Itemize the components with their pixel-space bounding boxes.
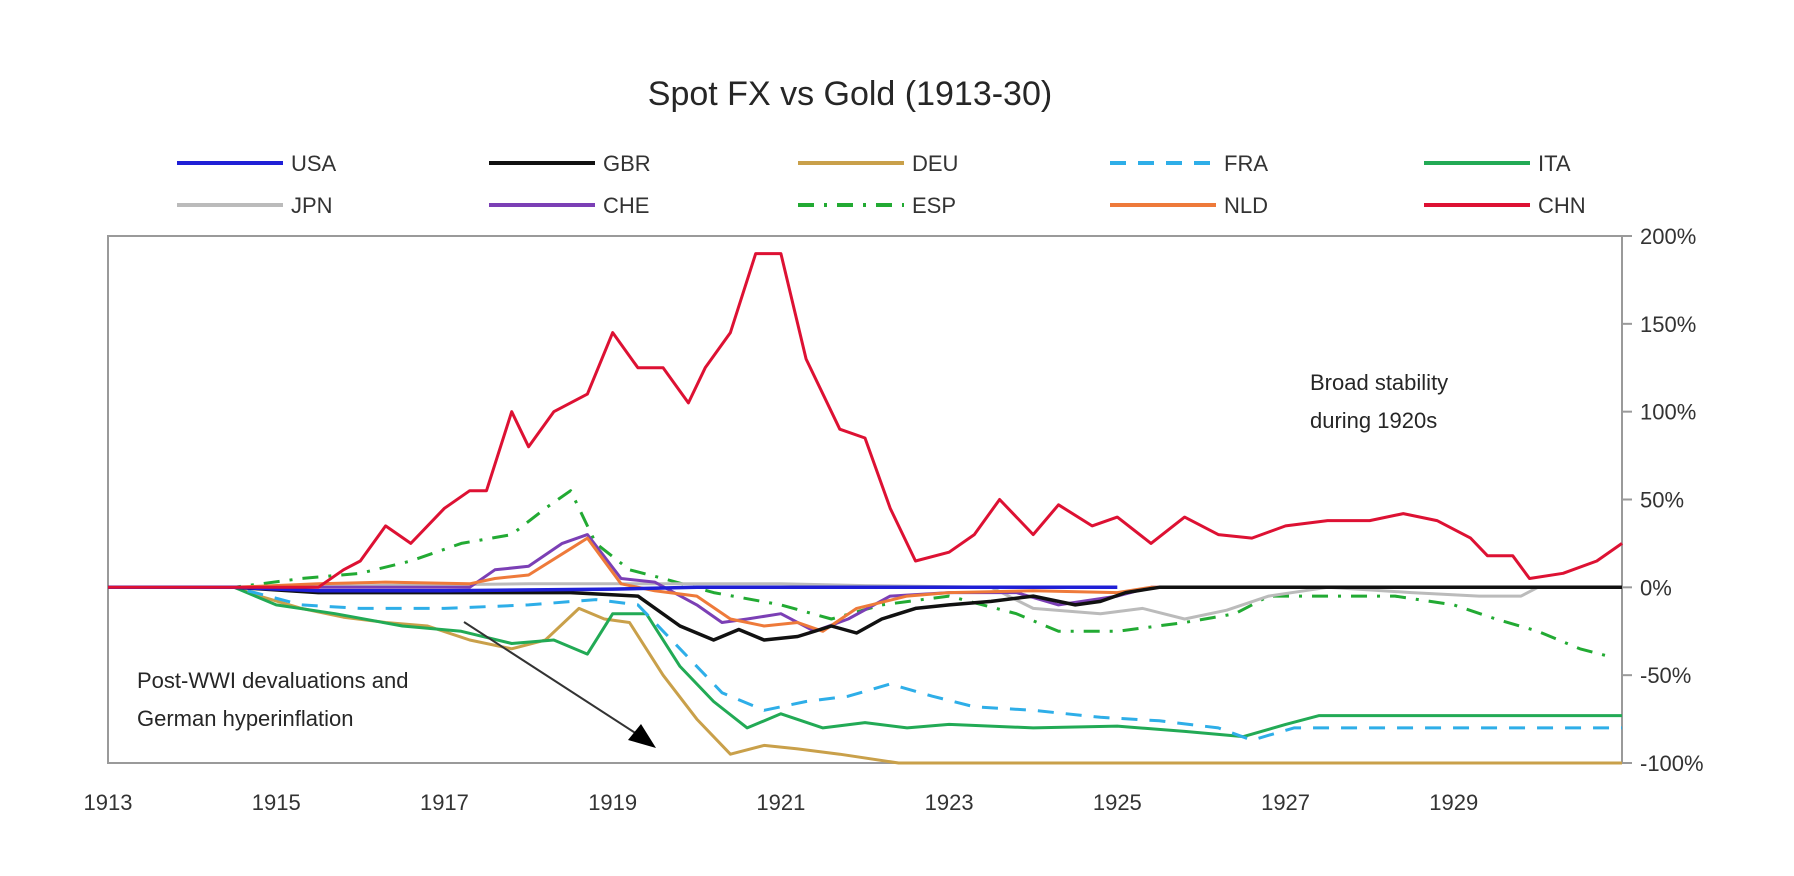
annotation-arrow-head [628,724,656,748]
legend-item-ita: ITA [1424,151,1571,176]
x-tick-label: 1927 [1261,790,1310,815]
annotation-devaluation-line2: German hyperinflation [137,706,353,731]
series-line-jpn [108,582,1622,621]
legend-item-esp: ESP [798,193,956,218]
legend-label: CHN [1538,193,1586,218]
x-tick-label: 1919 [588,790,637,815]
annotation-stability: Broad stability during 1920s [1310,370,1448,433]
legend-label: GBR [603,151,651,176]
annotation-devaluation: Post-WWI devaluations and German hyperin… [137,621,656,748]
x-axis: 1913 1915 1917 1919 1921 1923 1925 1927 1929 [84,790,1479,815]
y-tick-label: 150% [1640,312,1696,337]
series-line-gbr [108,585,1622,642]
legend: USA GBR DEU FRA ITA JPN CHE ESP NLD CHN [177,151,1586,218]
legend-item-nld: NLD [1110,193,1268,218]
x-tick-label: 1915 [252,790,301,815]
series-line-esp [108,489,1614,660]
annotation-stability-line1: Broad stability [1310,370,1448,395]
legend-label: DEU [912,151,958,176]
series-line-nld [108,536,1622,633]
x-tick-label: 1917 [420,790,469,815]
legend-label: NLD [1224,193,1268,218]
y-tick-label: 100% [1640,400,1696,425]
x-tick-label: 1929 [1429,790,1478,815]
legend-item-jpn: JPN [177,193,333,218]
y-axis: 200% 150% 100% 50% 0% -50% -100% [1622,224,1704,776]
legend-item-fra: FRA [1110,151,1268,176]
y-tick-label: -50% [1640,663,1691,688]
legend-label: CHE [603,193,649,218]
series-line-fra [108,585,1622,742]
series-group [108,252,1623,765]
x-tick-label: 1913 [84,790,133,815]
legend-item-deu: DEU [798,151,958,176]
legend-item-chn: CHN [1424,193,1586,218]
x-tick-label: 1925 [1093,790,1142,815]
y-tick-label: -100% [1640,751,1704,776]
series-line-ita [108,585,1622,739]
y-tick-label: 200% [1640,224,1696,249]
annotation-devaluation-line1: Post-WWI devaluations and [137,668,408,693]
legend-label: JPN [291,193,333,218]
legend-item-che: CHE [489,193,649,218]
x-tick-label: 1921 [756,790,805,815]
y-tick-label: 0% [1640,575,1672,600]
legend-item-gbr: GBR [489,151,651,176]
legend-item-usa: USA [177,151,337,176]
legend-label: ESP [912,193,956,218]
chart-title: Spot FX vs Gold (1913-30) [648,75,1052,113]
legend-label: USA [291,151,337,176]
legend-label: ITA [1538,151,1571,176]
annotation-arrow-line [463,621,641,737]
x-tick-label: 1923 [925,790,974,815]
legend-label: FRA [1224,151,1268,176]
series-line-chn [108,252,1623,589]
annotation-stability-line2: during 1920s [1310,408,1437,433]
y-tick-label: 50% [1640,488,1684,513]
